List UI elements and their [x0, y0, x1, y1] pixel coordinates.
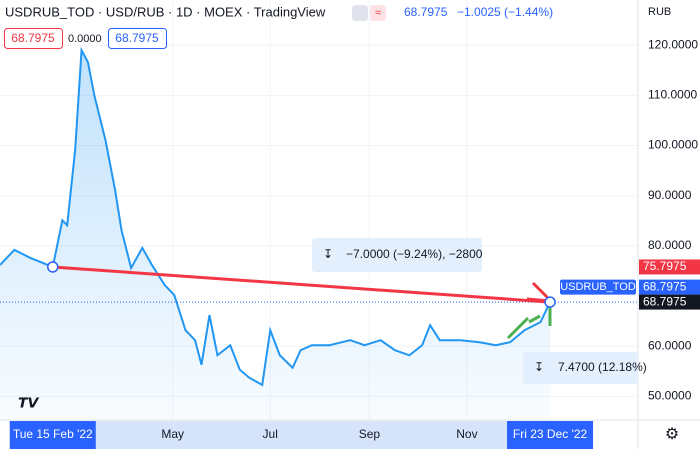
line	[0, 46, 551, 387]
sell-box[interactable]	[4, 28, 63, 49]
y-tick-label: 60.0000	[648, 338, 692, 352]
price-label-bg	[639, 259, 700, 275]
last-price: 68.7975	[404, 5, 448, 19]
arrow-shape	[506, 316, 530, 340]
x-tick-label: May	[161, 427, 184, 441]
price-label-bg	[639, 294, 700, 310]
arrow-shape	[528, 314, 541, 324]
measure-icon: ↧	[323, 247, 333, 261]
logo: 𝙏𝙑	[18, 395, 40, 411]
series-tag: USDRUB_TOD	[560, 281, 636, 293]
measure-label: 7.4700 (12.18%)	[558, 360, 647, 374]
y-tick-label: 110.0000	[648, 88, 697, 102]
buy-box[interactable]	[108, 28, 167, 49]
chart-title: USDRUB_TOD · USD/RUB · 1D · MOEX · Tradi…	[5, 4, 326, 19]
y-tick-label: 80.0000	[648, 238, 692, 252]
icon[interactable]	[352, 5, 368, 21]
anchor-point	[544, 296, 556, 308]
settings-icon[interactable]: ⚙	[665, 426, 679, 443]
measure-box	[523, 352, 638, 384]
x-tick-label: Sep	[359, 427, 381, 441]
price-label: 68.7975	[643, 294, 687, 308]
x-tick-label: Fri 23 Dec '22	[513, 427, 588, 441]
sell-price: 68.7975	[11, 31, 55, 45]
price-label: 68.7975	[643, 279, 687, 293]
area	[0, 50, 551, 421]
measure-label: −7.0000 (−9.24%), −2800	[346, 247, 483, 261]
price-change: −1.0025 (−1.44%)	[457, 5, 553, 19]
range-band	[52, 421, 551, 449]
price-label-bg	[639, 279, 700, 295]
date-tag	[9, 421, 96, 449]
anchor-point	[47, 261, 59, 273]
price-label: 75.7975	[643, 259, 687, 273]
icon-glyph: ≈	[375, 7, 381, 19]
spread: 0.0000	[68, 33, 102, 45]
buy-price: 68.7975	[115, 31, 159, 45]
measure-icon: ↧	[534, 360, 544, 374]
icon[interactable]	[370, 5, 386, 21]
measure-box	[312, 238, 482, 272]
y-tick-label: 50.0000	[648, 389, 692, 403]
x-tick-label: Jul	[263, 427, 278, 441]
currency: RUB	[648, 6, 671, 18]
trend-line	[52, 265, 551, 304]
y-tick-label: 120.0000	[648, 37, 698, 51]
x-tick-label: Tue 15 Feb '22	[13, 427, 93, 441]
series-tag-bg	[560, 279, 636, 295]
y-tick-label: 100.0000	[648, 138, 698, 152]
date-tag	[507, 421, 594, 449]
y-tick-label: 90.0000	[648, 188, 692, 202]
x-tick-label: Nov	[456, 427, 477, 441]
arrow-shape	[526, 281, 551, 303]
